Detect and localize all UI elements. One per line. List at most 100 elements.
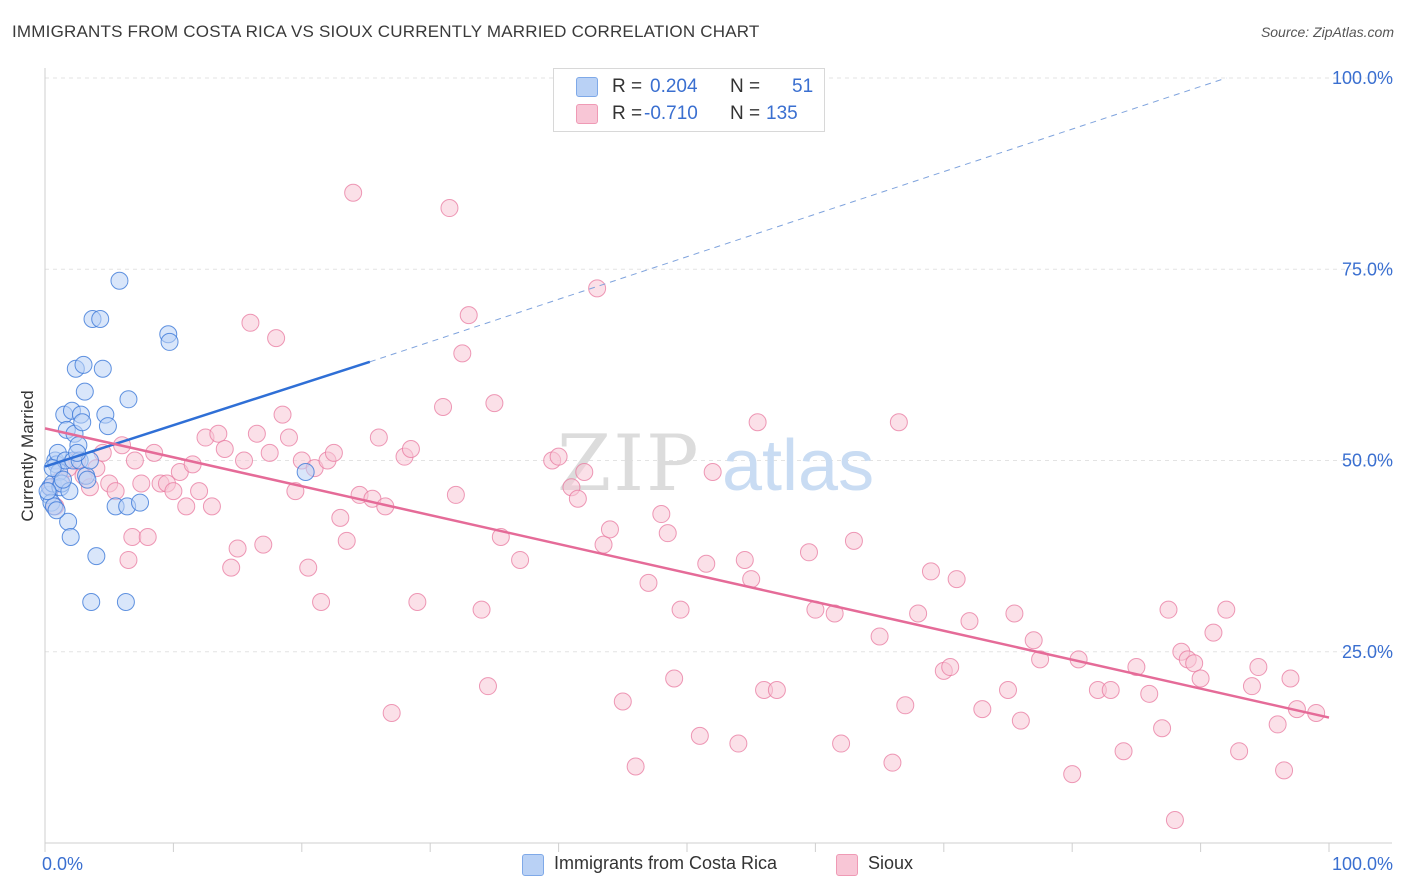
sioux-point	[1204, 623, 1223, 642]
sioux-point	[1005, 604, 1024, 623]
sioux-point	[132, 474, 151, 493]
sioux-point	[690, 726, 709, 745]
sioux-point	[626, 757, 645, 776]
sioux-point	[600, 520, 619, 539]
sioux-point	[254, 535, 273, 554]
sioux-point	[1153, 719, 1172, 738]
sioux-point	[671, 600, 690, 619]
costa-rica-trend-extension	[369, 77, 1227, 363]
sioux-point	[228, 539, 247, 558]
sioux-point	[1063, 765, 1082, 784]
sioux-point	[440, 199, 459, 218]
sioux-point	[575, 462, 594, 481]
sioux-point	[613, 692, 632, 711]
sioux-point	[382, 703, 401, 722]
sioux-point	[125, 451, 144, 470]
sioux-point	[453, 344, 472, 363]
costa-rica-point	[61, 528, 80, 546]
costa-rica-point	[110, 271, 129, 290]
sioux-point	[960, 612, 979, 631]
sioux-point	[665, 669, 684, 688]
sioux-point	[138, 528, 157, 546]
sioux-point	[299, 558, 318, 577]
sioux-point	[177, 497, 196, 516]
sioux-point	[279, 428, 298, 447]
sioux-point	[703, 462, 722, 481]
sioux-point	[652, 505, 671, 524]
sioux-point	[1275, 761, 1294, 780]
legend-r-label: R =	[612, 76, 643, 97]
sioux-point	[511, 550, 530, 569]
costa-rica-point	[78, 470, 97, 489]
costa-rica-point	[73, 413, 92, 432]
sioux-point	[119, 550, 138, 569]
sioux-point	[1024, 631, 1043, 650]
series-swatch-costa-rica	[522, 854, 544, 876]
series-label-costa-rica: Immigrants from Costa Rica	[554, 853, 778, 873]
sioux-trend-line	[44, 427, 1330, 719]
watermark-atlas: atlas	[722, 426, 874, 506]
sioux-point	[870, 627, 889, 646]
costa-rica-point	[116, 593, 135, 612]
sioux-point	[202, 497, 221, 516]
costa-rica-point	[119, 390, 138, 409]
costa-rica-point	[131, 493, 150, 512]
sioux-point	[260, 443, 279, 462]
sioux-point	[478, 677, 497, 696]
sioux-point	[222, 558, 241, 577]
sioux-point	[485, 394, 504, 413]
sioux-point	[799, 543, 818, 562]
sioux-point	[1242, 677, 1261, 696]
sioux-point	[235, 451, 254, 470]
legend-r-label: R =	[612, 103, 643, 124]
sioux-point	[568, 489, 587, 508]
sioux-point	[434, 397, 453, 416]
costa-rica-trend-line	[44, 360, 371, 468]
sioux-point	[1101, 681, 1120, 699]
sioux-point	[832, 734, 851, 753]
sioux-point	[331, 508, 350, 527]
sioux-point	[549, 447, 568, 466]
sioux-point	[658, 524, 677, 543]
legend-r-value-costa-rica: 0.204	[650, 76, 698, 97]
sioux-point	[1185, 654, 1204, 673]
costa-rica-point	[93, 359, 112, 378]
costa-rica-point	[91, 309, 110, 328]
sioux-point	[324, 443, 343, 462]
sioux-point	[1165, 811, 1184, 830]
chart-title: IMMIGRANTS FROM COSTA RICA VS SIOUX CURR…	[12, 22, 760, 41]
sioux-point	[1127, 658, 1146, 677]
sioux-point	[267, 329, 286, 348]
source-credit: Source: ZipAtlas.com	[1260, 24, 1394, 40]
series-swatch-sioux	[836, 854, 858, 876]
sioux-point	[273, 405, 292, 424]
sioux-point	[190, 482, 209, 501]
correlation-legend: R = 0.204 N = 51 R = -0.710 N = 135	[553, 68, 825, 132]
y-axis-label: Currently Married	[18, 390, 37, 521]
costa-rica-point	[53, 470, 72, 489]
sioux-point	[909, 604, 928, 623]
costa-rica-point	[47, 501, 66, 520]
sioux-point	[947, 570, 966, 589]
sioux-point	[1217, 600, 1236, 619]
sioux-point	[164, 482, 183, 501]
legend-swatch-sioux	[576, 104, 598, 124]
sioux-point	[1011, 711, 1030, 730]
costa-rica-point	[87, 547, 106, 566]
sioux-point	[883, 753, 902, 772]
x-tick-label: 0.0%	[42, 854, 83, 874]
sioux-point	[183, 455, 202, 474]
sioux-point	[729, 734, 748, 753]
sioux-point	[921, 562, 940, 581]
sioux-point	[472, 600, 491, 619]
costa-rica-point	[38, 482, 57, 501]
sioux-point	[1159, 600, 1178, 619]
sioux-point	[594, 535, 613, 554]
sioux-point	[1268, 715, 1287, 734]
costa-rica-point	[82, 593, 101, 612]
sioux-point	[588, 279, 607, 298]
sioux-point	[123, 528, 142, 546]
sioux-point	[241, 313, 260, 332]
sioux-point	[844, 531, 863, 550]
